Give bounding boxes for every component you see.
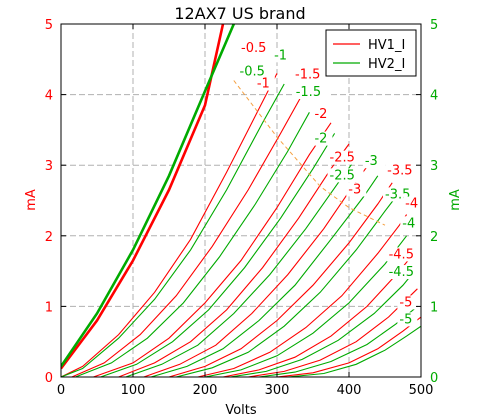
y-tick-label-left: 4 <box>45 89 53 104</box>
x-tick-label: 200 <box>193 383 218 398</box>
x-tick-label: 300 <box>265 383 290 398</box>
load-line-group <box>233 80 386 226</box>
x-tick-label: 500 <box>409 383 434 398</box>
legend-label: HV2_I <box>368 57 405 72</box>
y-tick-label-left: 3 <box>45 159 53 174</box>
curve-label-bg <box>254 76 275 91</box>
curve-label-bg <box>362 154 383 169</box>
curve-label: -0.5 <box>240 65 265 80</box>
curve-label: -3 <box>348 182 361 197</box>
curve-hv1-i-grid--1_5 <box>93 122 332 377</box>
curve-label: -4.5 <box>389 265 414 280</box>
curve-label-bg <box>327 168 364 183</box>
plot-frame <box>60 23 422 378</box>
curve-label: -4 <box>405 197 418 212</box>
curve-label: -1 <box>257 77 270 92</box>
curves <box>61 24 421 377</box>
curve-label: -5 <box>399 295 412 310</box>
curve-label: -2 <box>314 107 327 122</box>
legend-label: HV1_I <box>368 38 405 53</box>
y-tick-label-left: 1 <box>45 300 53 315</box>
curve-label-bg <box>293 67 329 82</box>
curve-hv2-i-grid--2_5 <box>150 175 379 377</box>
curve-label: -3.5 <box>387 163 412 178</box>
curve-label-bg <box>237 64 274 79</box>
curve-hv1-i-grid--3_5 <box>197 214 408 377</box>
y-tick-label-right: 1 <box>430 300 438 315</box>
curve-label: -5 <box>399 312 412 327</box>
load-line <box>233 80 386 226</box>
curve-label: -1.5 <box>295 67 320 82</box>
curve-labels: -0.5-0.5-1-1-1.5-1.5-2-2-2.5-2.5-3-3-3.5… <box>237 41 424 327</box>
curve-hv2-i-grid-0 <box>61 24 235 368</box>
y-axis-left-label: mA <box>24 189 39 211</box>
curve-label-bg <box>346 182 367 197</box>
y-tick-label-left: 2 <box>45 230 53 245</box>
curve-label: -2.5 <box>330 168 355 183</box>
x-tick-label: 100 <box>121 383 146 398</box>
curve-hv1-i-grid--0_5 <box>61 73 278 377</box>
curve-label: -4 <box>402 216 415 231</box>
curve-hv2-i-grid--5 <box>287 325 421 377</box>
curve-label: -1.5 <box>296 85 321 100</box>
curve-label: -3 <box>365 154 378 169</box>
legend: HV1_I HV2_I <box>325 29 417 77</box>
curve-hv1-i-grid--2 <box>118 143 350 377</box>
y-tick-label-right: 0 <box>430 371 438 386</box>
curve-label-bg <box>386 247 423 262</box>
curve-label: -0.5 <box>241 41 266 56</box>
curve-label-bg <box>272 48 293 63</box>
curve-hv2-i-grid--0_5 <box>61 83 285 377</box>
curve-hv2-i-grid--4 <box>230 267 418 377</box>
curve-hv2-i-grid--1 <box>75 112 310 377</box>
x-axis-label: Volts <box>225 403 257 418</box>
curve-hv2-i-grid--3 <box>176 196 397 377</box>
curve-hv2-i-grid--2 <box>125 157 357 377</box>
curve-label: -4.5 <box>389 247 414 262</box>
x-tick-label: 0 <box>57 383 65 398</box>
legend-box <box>325 29 417 77</box>
y-tick-label-left: 0 <box>45 371 53 386</box>
curve-label-bg <box>385 163 422 178</box>
curve-label-bg <box>403 196 424 211</box>
curve-hv1-i-grid--5 <box>276 316 421 377</box>
curve-label-bg <box>397 295 418 310</box>
curve-label-bg <box>312 131 333 146</box>
curve-label: -1 <box>274 48 287 63</box>
y-axis-right-ticks: 0 1 2 3 4 5 <box>416 18 438 386</box>
x-tick-label: 400 <box>337 383 362 398</box>
curve-label-bg <box>239 41 275 56</box>
curve-label: -2 <box>314 132 327 147</box>
curve-hv2-i-grid--3_5 <box>204 235 408 377</box>
curve-label-bg <box>400 216 421 231</box>
y-axis-left-ticks: 0 1 2 3 4 5 <box>45 18 66 386</box>
y-tick-label-right: 4 <box>430 89 438 104</box>
chart-title: 12AX7 US brand <box>174 4 305 23</box>
curve-label-bg <box>327 150 364 165</box>
y-tick-label-left: 5 <box>45 18 53 33</box>
y-tick-label-right: 5 <box>430 18 438 33</box>
curve-label-bg <box>397 312 418 327</box>
y-tick-label-right: 2 <box>430 230 438 245</box>
x-axis-ticks: 0 100 200 300 400 500 <box>57 24 434 398</box>
y-tick-label-right: 3 <box>430 159 438 174</box>
curve-hv1-i-grid-0 <box>61 24 225 370</box>
y-axis-right-label: mA <box>448 189 463 211</box>
curve-hv1-i-grid--3 <box>168 182 393 377</box>
curve-hv1-i-grid--1 <box>71 94 303 377</box>
curve-label-bg <box>386 265 423 280</box>
curve-hv2-i-grid--1_5 <box>100 133 336 377</box>
curve-label-bg <box>312 106 333 121</box>
curve-label: -2.5 <box>330 151 355 166</box>
curve-label-bg <box>293 85 330 100</box>
